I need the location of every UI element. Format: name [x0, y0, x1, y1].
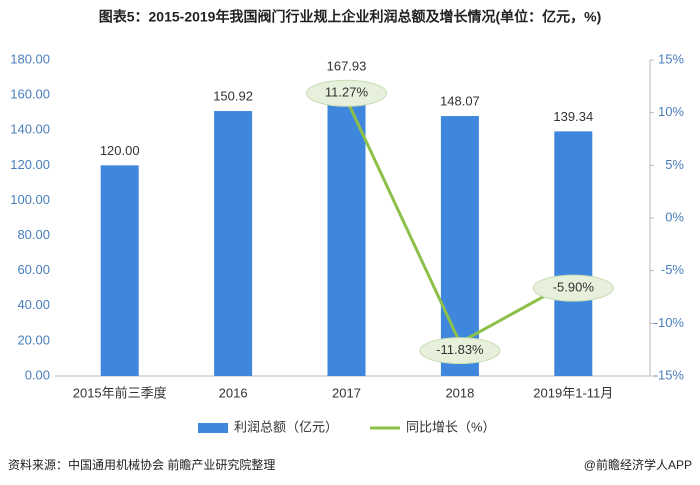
y2-tick-label: 15% — [658, 51, 684, 66]
y-tick-label: 100.00 — [10, 192, 50, 207]
x-tick-label: 2015年前三季度 — [73, 385, 167, 400]
line-value-label: 11.27% — [325, 85, 369, 100]
x-tick-label: 2018 — [445, 385, 474, 400]
y2-tick-label: 0% — [665, 209, 684, 224]
y-tick-label: 140.00 — [10, 122, 50, 137]
y-tick-label: 160.00 — [10, 87, 50, 102]
bar-value-label: 139.34 — [553, 109, 593, 124]
y-tick-label: 180.00 — [10, 51, 50, 66]
x-tick-label: 2017 — [332, 385, 361, 400]
y-tick-label: 20.00 — [17, 332, 50, 347]
bar — [100, 165, 139, 376]
legend-label: 同比增长（%） — [406, 419, 496, 434]
x-tick-label: 2019年1-11月 — [533, 385, 613, 400]
bar — [440, 116, 479, 377]
bar-value-label: 148.07 — [440, 93, 480, 108]
y-tick-label: 40.00 — [17, 297, 50, 312]
y2-tick-label: 5% — [665, 157, 684, 172]
x-tick-label: 2016 — [219, 385, 248, 400]
line-label-bubble — [419, 337, 501, 365]
legend-swatch — [198, 423, 228, 433]
bar — [214, 111, 253, 377]
credit: @前瞻经济学人APP — [584, 457, 692, 472]
line-value-label: -11.83% — [436, 342, 484, 357]
line-value-label: -5.90% — [553, 280, 595, 295]
y2-tick-label: -15% — [654, 367, 685, 382]
line-label-bubble — [306, 79, 387, 107]
source-note: 资料来源：中国通用机械协会 前瞻产业研究院整理 — [8, 457, 275, 472]
bar — [554, 131, 593, 376]
legend-label: 利润总额（亿元） — [234, 419, 338, 434]
y2-tick-label: -5% — [661, 262, 685, 277]
y-tick-label: 0.00 — [25, 367, 50, 382]
bar-value-label: 120.00 — [100, 143, 140, 158]
bar-value-label: 150.92 — [213, 88, 253, 103]
y2-tick-label: -10% — [654, 315, 685, 330]
chart-title: 图表5：2015-2019年我国阀门行业规上企业利润总额及增长情况(单位：亿元，… — [99, 9, 602, 25]
line-label-bubble — [532, 274, 614, 302]
y-tick-label: 60.00 — [17, 262, 50, 277]
bar — [327, 81, 366, 377]
y-tick-label: 80.00 — [17, 227, 50, 242]
y2-tick-label: 10% — [658, 104, 684, 119]
y-tick-label: 120.00 — [10, 157, 50, 172]
bar-value-label: 167.93 — [327, 59, 367, 74]
